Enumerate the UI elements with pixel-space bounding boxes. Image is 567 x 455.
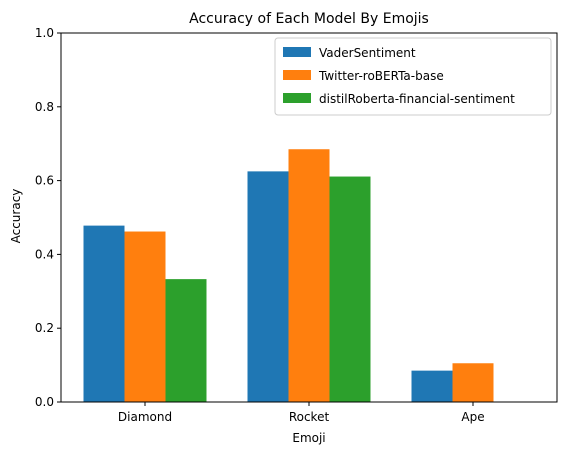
bar-ape-series-2 — [452, 363, 494, 402]
bar-ape-series-1 — [411, 370, 453, 402]
y-tick-label: 0.4 — [35, 247, 54, 261]
bar-diamond-series-1 — [83, 225, 125, 402]
y-tick-label: 0.0 — [35, 395, 54, 409]
legend-swatch-1 — [283, 47, 311, 57]
legend-swatch-2 — [283, 70, 311, 80]
bar-diamond-series-2 — [124, 231, 166, 402]
legend-label-3: distilRoberta-financial-sentiment — [319, 92, 515, 106]
bar-rocket-series-3 — [329, 176, 371, 402]
y-tick-label: 0.6 — [35, 174, 54, 188]
legend-label-2: Twitter-roBERTa-base — [318, 69, 444, 83]
x-tick-label: Diamond — [118, 410, 172, 424]
plot-area: 0.0 0.2 0.4 0.6 0.8 1.0 Diamond Rocket Ape — [35, 26, 558, 424]
y-tick-label: 0.8 — [35, 100, 54, 114]
legend-box — [274, 37, 552, 116]
legend-label-1: VaderSentiment — [319, 46, 416, 60]
bar-rocket-series-1 — [247, 171, 289, 402]
y-tick-label: 1.0 — [35, 26, 54, 40]
x-axis-label: Emoji — [292, 431, 325, 445]
y-axis-label: Accuracy — [9, 189, 23, 244]
bar-diamond-series-3 — [165, 279, 207, 402]
legend-swatch-3 — [283, 93, 311, 103]
y-tick-label: 0.2 — [35, 321, 54, 335]
legend: VaderSentiment Twitter-roBERTa-base distil… — [274, 37, 552, 116]
x-tick-label: Ape — [461, 410, 484, 424]
x-tick-label: Rocket — [289, 410, 330, 424]
chart-title: Accuracy of Each Model By Emojis — [189, 11, 429, 27]
bar-rocket-series-2 — [288, 149, 330, 402]
